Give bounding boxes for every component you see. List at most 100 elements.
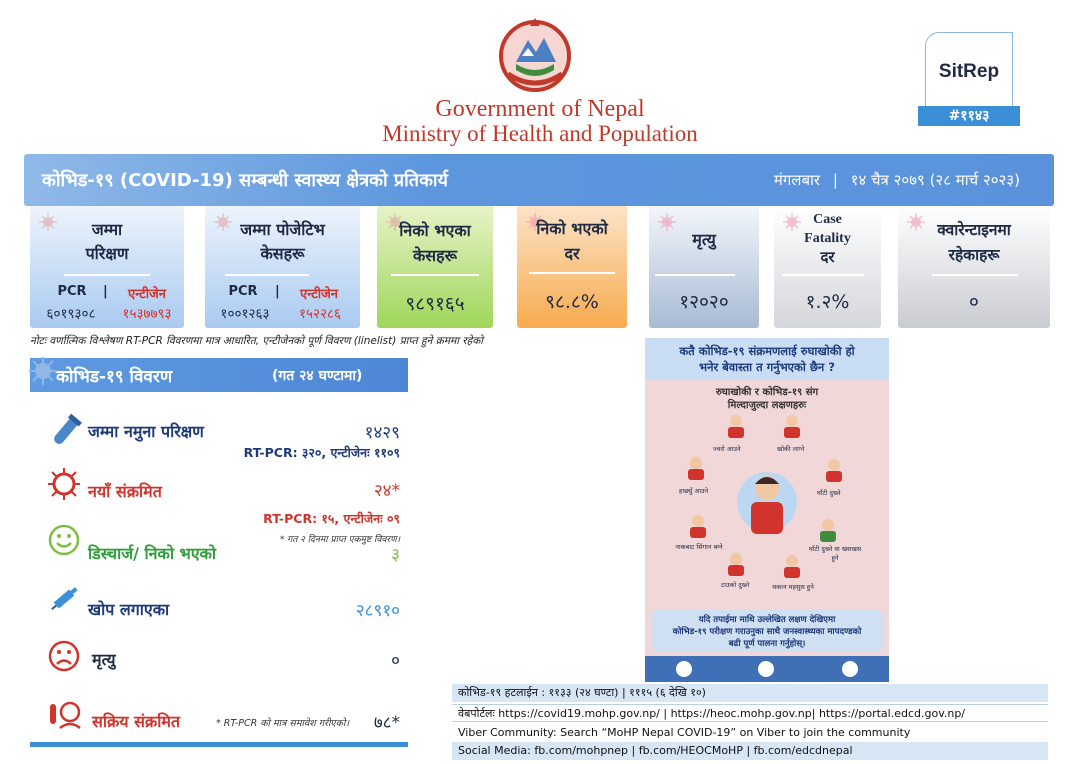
card-rate-label-1: निको भएको xyxy=(536,219,608,238)
samples-value: १४२९ xyxy=(364,423,400,443)
handwash-icon xyxy=(842,661,858,677)
distance-icon xyxy=(758,661,774,677)
vaccinated-label: खोप लगाएका xyxy=(88,600,170,619)
poster-heading-2: भनेर बेवास्ता त गर्नुभएको छैन ? xyxy=(699,360,835,374)
poster-heading-1: कतै कोभिड-१९ संक्रमणलाई रुघाखोकी हो xyxy=(679,344,855,358)
government-title: Government of Nepal xyxy=(435,96,645,122)
banner-day: मंगलबार xyxy=(773,171,821,189)
card-case-fatality: Case Fatality दर १.२% xyxy=(774,206,881,328)
mask-icon xyxy=(676,661,692,677)
deaths-label: मृत्यु xyxy=(92,650,116,669)
symptom-figure-icon xyxy=(690,515,706,538)
card-quarantine-label-2: रहेकाहरू xyxy=(948,246,1000,264)
symptom-label-7: टाउको दुख्ने xyxy=(721,581,750,589)
sitrep-label: SitRep xyxy=(938,61,1000,82)
virus-icon xyxy=(48,468,80,500)
symptom-figure-icon xyxy=(728,553,744,576)
poster-heading: कतै कोभिड-१९ संक्रमणलाई रुघाखोकी हो भनेर… xyxy=(645,338,889,380)
sitrep-number: #११४३ xyxy=(918,106,1020,126)
symptom-label-6: घाँटी दुख्ने वा खसखस हुने xyxy=(808,545,862,562)
symptom-label-5: नाकबाट सिंगान बग्ने xyxy=(675,543,723,551)
card-deaths: मृत्यु १२०२० xyxy=(649,206,759,328)
active-value: ७८* xyxy=(373,713,400,733)
card-tests-pcr-value: ६०१९३०८ xyxy=(46,306,96,322)
symptom-figure-icon xyxy=(688,457,704,480)
card-recovered-label-1: निको भएका xyxy=(399,221,471,240)
poster-advice-3: बढी पूर्ण पालना गर्नुहोस्। xyxy=(728,639,806,649)
details-header: कोभिड-१९ विवरण (गत २४ घण्टामा) xyxy=(30,358,408,392)
card-cfr-label-1: Case xyxy=(813,212,842,227)
card-positive-sep: | xyxy=(275,284,280,299)
new-cases-footnote: * गत २ दिनमा प्राप्त एकमुष्ट विवरण। xyxy=(279,535,400,545)
card-positive-antigen-value: १५२२८६ xyxy=(298,306,342,322)
viber-community-info: Viber Community: Search “MoHP Nepal COVI… xyxy=(452,724,1048,742)
card-cfr-value: १.२% xyxy=(805,291,850,313)
card-rate-value: ९८.८% xyxy=(545,291,599,313)
discharged-value: ३ xyxy=(391,545,400,565)
card-quarantine: क्वारेन्टाइनमा रहेकाहरू ० xyxy=(898,206,1050,328)
card-deaths-label: मृत्यु xyxy=(692,230,716,249)
details-title: कोभिड-१९ विवरण xyxy=(56,367,173,387)
card-recovered: निको भएका केसहरू ९८९१६५ xyxy=(377,206,493,328)
poster-subheading: रुघाखोकी र कोभिड-१९ संग मिल्दाजुल्दा लक्… xyxy=(645,386,889,412)
samples-label: जम्मा नमुना परिक्षण xyxy=(88,422,204,441)
virus-icon xyxy=(907,213,925,231)
new-cases-label: नयाँ संक्रमित xyxy=(88,482,162,501)
card-deaths-value: १२०२० xyxy=(679,291,729,313)
symptom-label-3: हाछ्युँ आउने xyxy=(679,487,709,495)
test-tube-icon xyxy=(54,413,82,444)
virus-icon xyxy=(658,213,676,231)
card-recovered-label-2: केसहरू xyxy=(412,246,458,265)
sad-face-icon xyxy=(48,640,80,672)
card-quarantine-value: ० xyxy=(969,291,979,313)
virus-icon xyxy=(29,357,57,385)
active-label: सक्रिय संक्रमित xyxy=(92,712,181,731)
symptom-label-4: घाँटी दुख्ने xyxy=(817,489,841,497)
details-subtitle: (गत २४ घण्टामा) xyxy=(272,368,363,384)
poster-advice: यदि तपाईमा माथि उल्लेखित लक्षण देखिएमा क… xyxy=(651,610,883,652)
symptom-poster: कतै कोभिड-१९ संक्रमणलाई रुघाखोकी हो भनेर… xyxy=(645,338,889,682)
card-total-positive: जम्मा पोजेटिभ केसहरू PCR | एन्टीजेन १००१… xyxy=(205,206,360,328)
card-rate-label-2: दर xyxy=(564,244,580,263)
nepal-emblem-icon xyxy=(499,18,571,92)
card-recovery-rate: निको भएको दर ९८.८% xyxy=(517,206,627,328)
card-tests-label-1: जम्मा xyxy=(91,220,123,239)
symptom-label-8: थकान महसुस हुने xyxy=(772,583,814,591)
sick-person-icon xyxy=(50,701,81,730)
virus-icon xyxy=(526,213,544,231)
hotline-info: कोभिड-१९ हटलाईन : ११३३ (२४ घण्टा) | १११५… xyxy=(452,684,1048,702)
banner-title: कोभिड-१९ (COVID-19) सम्बन्धी स्वास्थ्य क… xyxy=(42,170,448,191)
poster-sub-1: रुघाखोकी र कोभिड-१९ संग xyxy=(715,387,819,398)
symptom-figure-icon xyxy=(826,459,842,482)
virus-icon xyxy=(214,213,232,231)
poster-advice-1: यदि तपाईमा माथि उल्लेखित लक्षण देखिएमा xyxy=(698,615,836,625)
card-tests-antigen-value: १५३७७९३ xyxy=(122,306,172,322)
card-tests-label-2: परिक्षण xyxy=(85,244,129,263)
virus-icon xyxy=(783,213,801,231)
smiley-icon xyxy=(48,524,80,556)
social-media-links[interactable]: Social Media: fb.com/mohpnep | fb.com/HE… xyxy=(452,742,1048,760)
panel-bottom-rule xyxy=(30,742,408,747)
poster-bottom-strip xyxy=(645,656,889,682)
card-positive-pcr-value: १००१२६३ xyxy=(220,306,270,322)
web-portal-links[interactable]: वेबपोर्टलः https://covid19.mohp.gov.np/ … xyxy=(452,704,1048,722)
active-footnote: * RT-PCR को मात्र समावेश गरीएको। xyxy=(216,718,350,729)
title-banner: कोभिड-१९ (COVID-19) सम्बन्धी स्वास्थ्य क… xyxy=(24,154,1054,206)
card-tests-sep: | xyxy=(103,284,108,299)
symptom-label-1: ज्वरो आउने xyxy=(713,445,741,453)
card-quarantine-label-1: क्वारेन्टाइनमा xyxy=(937,221,1011,239)
poster-advice-2: कोभिड-१९ परीक्षण गराउनुका साथै जनस्वास्थ… xyxy=(672,627,862,637)
symptom-figure-icon xyxy=(820,519,836,542)
card-tests-antigen-label: एन्टीजेन xyxy=(127,287,167,302)
symptom-figure-icon xyxy=(784,415,800,438)
ministry-title: Ministry of Health and Population xyxy=(382,121,698,146)
symptom-figure-icon xyxy=(784,555,800,578)
new-cases-value: २४* xyxy=(373,481,400,501)
card-recovered-value: ९८९१६५ xyxy=(405,293,465,315)
deaths-value: ० xyxy=(391,651,400,671)
card-cfr-label-2: Fatality xyxy=(804,231,851,246)
analysis-note: नोटः वर्णात्मिक विश्लेषण RT-PCR विवरणमा … xyxy=(30,335,484,347)
discharged-label: डिस्चार्ज/ निको भएको xyxy=(88,544,217,563)
sick-child-illustration xyxy=(737,472,797,534)
card-positive-antigen-label: एन्टीजेन xyxy=(299,287,339,302)
